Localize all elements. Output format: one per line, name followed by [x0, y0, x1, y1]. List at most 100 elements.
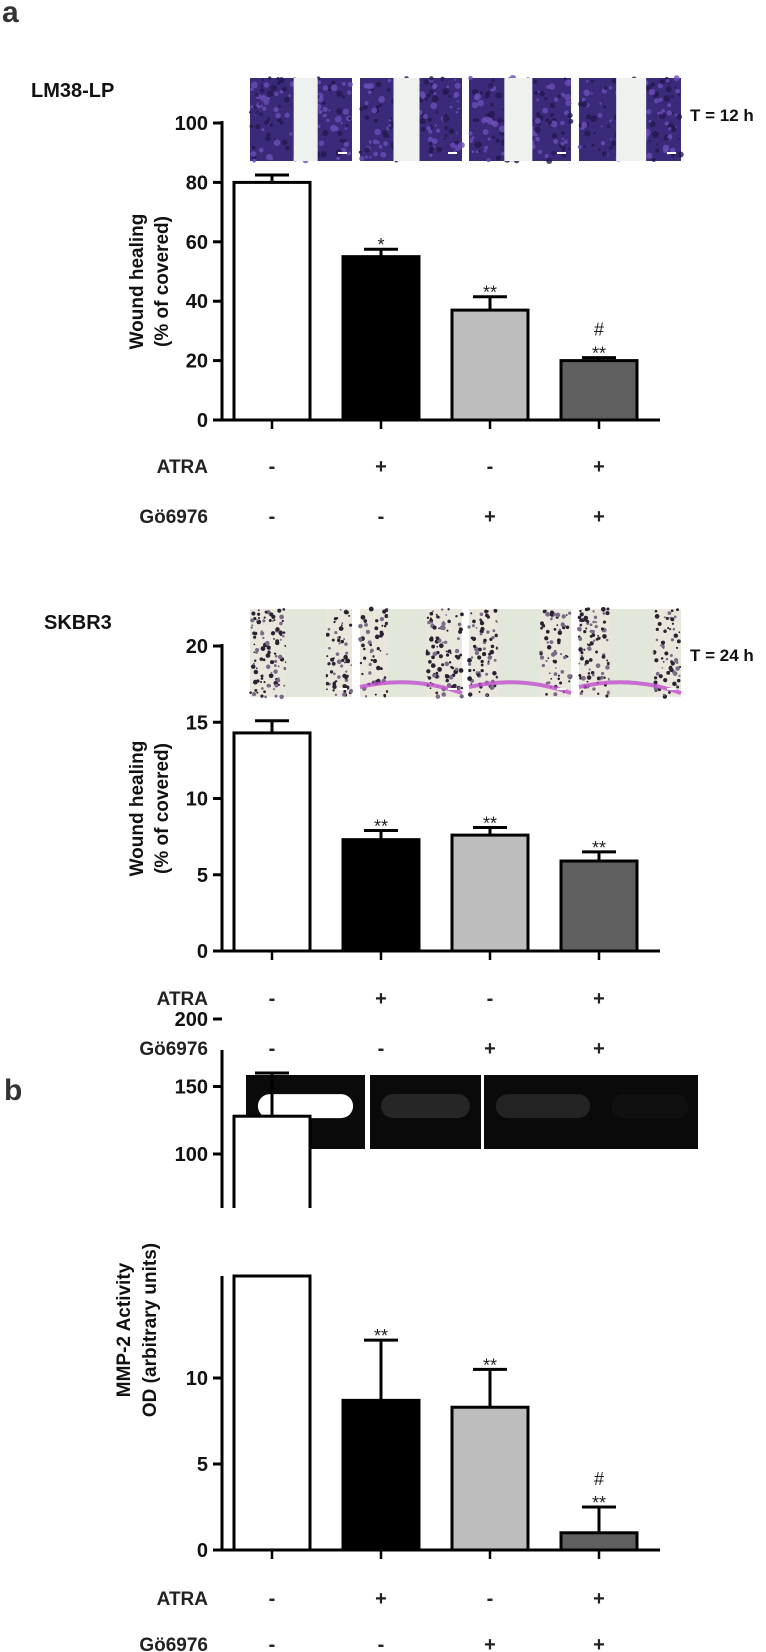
significance-marker-4: ** — [592, 838, 606, 858]
significance-marker-2: ** — [374, 1326, 388, 1346]
row-label-atra: ATRA — [157, 989, 209, 1010]
bar-1 — [232, 180, 312, 422]
micrograph-3 — [577, 75, 684, 162]
gel-lane-3 — [602, 1075, 698, 1149]
go6976-sign-3: + — [484, 506, 496, 528]
y-tick-label: 100 — [175, 1144, 208, 1166]
scale-bar — [338, 152, 347, 154]
bar-2 — [341, 838, 421, 953]
scale-bar — [448, 688, 457, 690]
axis-break — [210, 1208, 340, 1274]
gel-band — [381, 1094, 470, 1119]
cell-line-label-lm38: LM38-LP — [31, 80, 114, 102]
y-tick-label: 0 — [197, 410, 208, 432]
go6976-sign-3: + — [484, 1038, 496, 1060]
bar-3 — [450, 833, 530, 953]
y-tick-label: 15 — [186, 712, 208, 734]
chart-mmp2-activity: 100 150 200 0 5 10 MMP-2 Activity OD (arbitrary… — [114, 1009, 698, 1652]
significance-marker-2: * — [377, 235, 384, 255]
go6976-sign-2: - — [378, 506, 385, 528]
significance-marker-3: ** — [483, 283, 497, 303]
y-tick-label: 0 — [197, 941, 208, 963]
bar-3 — [450, 308, 530, 422]
micrograph-3 — [577, 606, 682, 699]
significance-marker-4: # — [594, 1469, 604, 1489]
atra-sign-3: - — [487, 456, 494, 478]
y-tick-label: 40 — [186, 291, 208, 313]
scale-bar — [557, 152, 566, 154]
row-label-atra: ATRA — [157, 1589, 209, 1610]
gel-band — [611, 1094, 689, 1119]
micrograph-1 — [358, 76, 465, 163]
time-label-12h: T = 12 h — [690, 106, 754, 125]
cell-line-label-skbr3: SKBR3 — [44, 612, 112, 634]
atra-sign-1: - — [269, 1588, 276, 1610]
micrograph-0 — [248, 76, 353, 164]
y-tick-label: 100 — [175, 113, 208, 135]
y-tick-label: 10 — [186, 1368, 208, 1390]
bar-4 — [559, 859, 639, 953]
go6976-sign-1: - — [269, 1038, 276, 1060]
bar-4 — [559, 1531, 639, 1552]
bar-1-lower — [232, 1274, 312, 1552]
atra-sign-4: + — [593, 988, 605, 1010]
significance-marker-3: ** — [483, 813, 497, 833]
atra-sign-4: + — [593, 1588, 605, 1610]
y-axis-label: (% of covered) — [152, 216, 173, 347]
scale-bar — [667, 688, 676, 690]
row-label-go6976: Gö6976 — [139, 507, 208, 528]
scale-bar — [557, 688, 566, 690]
gel-lane-1 — [370, 1075, 481, 1149]
chart-lm38-lp: 0 20 40 60 80 100 Wound healing (% of covered) -… — [127, 74, 684, 528]
bar-2 — [341, 255, 421, 422]
y-tick-label: 5 — [197, 1454, 208, 1476]
bar-1 — [232, 731, 312, 953]
scale-bar — [448, 152, 457, 154]
scale-bar — [667, 152, 676, 154]
go6976-sign-2: - — [378, 1634, 385, 1652]
atra-sign-3: - — [487, 1588, 494, 1610]
micrograph-0 — [249, 608, 354, 700]
atra-sign-3: - — [487, 988, 494, 1010]
panel-letter-a: a — [2, 0, 19, 29]
y-axis-label: Wound healing — [127, 214, 148, 350]
time-label-24h: T = 24 h — [690, 646, 754, 665]
y-axis-label: MMP-2 Activity — [114, 1262, 135, 1397]
gel-band — [495, 1094, 591, 1119]
gel-lane-2 — [484, 1075, 602, 1149]
y-tick-label: 80 — [186, 172, 208, 194]
significance-marker-4: ** — [592, 1493, 606, 1513]
go6976-sign-3: + — [484, 1634, 496, 1652]
row-label-go6976: Gö6976 — [139, 1039, 208, 1060]
panel-letter-b: b — [4, 1074, 22, 1107]
significance-marker-4: # — [594, 320, 604, 340]
y-tick-label: 10 — [186, 789, 208, 811]
y-tick-label: 60 — [186, 232, 208, 254]
go6976-sign-4: + — [593, 506, 605, 528]
y-axis-label: OD (arbitrary units) — [140, 1243, 161, 1417]
row-label-go6976: Gö6976 — [139, 1635, 208, 1652]
go6976-sign-4: + — [593, 1038, 605, 1060]
y-tick-label: 20 — [186, 636, 208, 658]
y-tick-label: 5 — [197, 865, 208, 887]
y-tick-label: 200 — [175, 1009, 208, 1031]
significance-marker-4: ** — [592, 344, 606, 364]
bar-4 — [559, 359, 639, 422]
row-label-atra: ATRA — [157, 457, 209, 478]
scale-bar — [338, 688, 347, 690]
micrograph-1 — [358, 606, 464, 699]
atra-sign-4: + — [593, 456, 605, 478]
bar-2 — [341, 1398, 421, 1552]
y-tick-label: 0 — [197, 1540, 208, 1562]
micrograph-2 — [467, 608, 573, 698]
chart-skbr3: 0 5 10 15 20 Wound healing (% of covered) - - ** +… — [127, 606, 682, 1060]
atra-sign-2: + — [375, 456, 387, 478]
bar-3 — [450, 1405, 530, 1552]
go6976-sign-4: + — [593, 1634, 605, 1652]
y-axis-label: Wound healing — [127, 741, 148, 877]
atra-sign-2: + — [375, 1588, 387, 1610]
go6976-sign-1: - — [269, 506, 276, 528]
y-tick-label: 150 — [175, 1077, 208, 1099]
y-tick-label: 20 — [186, 351, 208, 373]
